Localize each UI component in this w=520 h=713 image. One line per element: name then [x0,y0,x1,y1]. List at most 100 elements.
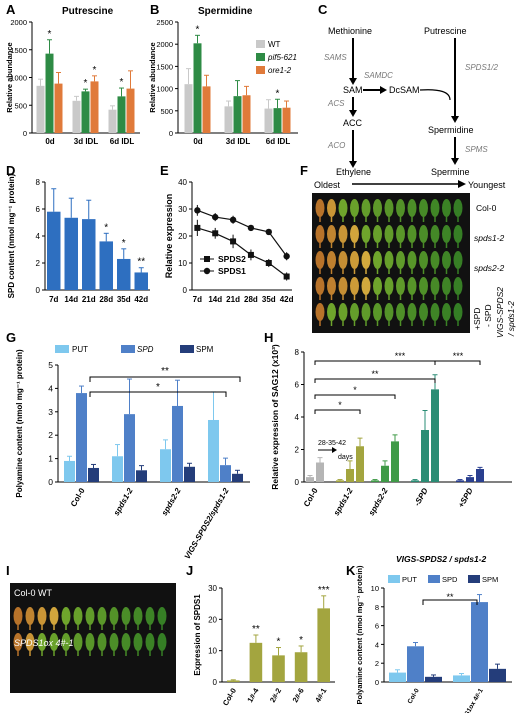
leaf [327,303,336,321]
row-label-col0: Col-0 [476,203,497,213]
leaf [442,199,451,217]
row-label-ox: SPDS1ox 4#-1 [14,638,74,648]
leaf [315,277,325,295]
leaf [61,633,71,651]
significance-star: * [104,222,108,233]
legend-swatch [428,575,440,583]
x-tick-label: 3d IDL [226,137,251,146]
y-tick-label: 5 [48,360,53,370]
x-tick-label: Col-0 [221,687,238,708]
bar [249,642,263,682]
bar [317,608,330,682]
x-tick-label: 21d [226,295,240,304]
leaf [97,633,107,651]
y-tick-label: 1500 [10,46,27,55]
arrow-head [380,86,387,94]
leaf [430,303,440,321]
y-tick-label: 1 [48,454,53,464]
x-tick-label: spds2-2 [160,486,183,517]
bar [224,106,233,133]
y-tick-label: 6 [36,205,41,214]
bar [371,480,379,482]
significance-bracket [89,391,227,397]
significance-star: * [276,88,280,99]
data-point [265,228,272,236]
bar [456,480,464,482]
legend-b-pif: pif5-621 [267,53,297,62]
leaf [338,277,348,295]
bar [64,217,78,290]
leaf [419,277,428,295]
leaf [338,199,348,217]
arrow-head [451,158,459,165]
bar [45,53,54,134]
x-tick-label: 28d [244,295,258,304]
bar [172,405,183,482]
leaf [373,225,382,243]
panel-letter-f: F [300,163,308,178]
y-tick-label: 6 [375,622,379,631]
arrow-head [451,116,459,123]
x-tick-label: 28d [99,295,113,304]
y-tick-label: 3 [48,407,53,417]
label-youngest: Youngest [468,180,506,190]
legend-g-put: PUT [72,345,88,354]
bar [88,467,99,482]
data-point [283,273,290,280]
leaf [315,225,325,243]
leaf [361,199,371,217]
bar [126,88,135,133]
y-tick-label: 0 [169,129,173,138]
significance-bracket [89,376,241,382]
node-methionine: Methionine [328,26,372,36]
leaf [109,607,119,625]
y-axis-label: Relative abundance [148,42,157,112]
bracket-label: ** [371,369,379,379]
data-point [230,238,237,245]
leaf [121,633,131,651]
enzyme-acs: ACS [327,99,345,108]
y-tick-label: 0 [213,678,218,687]
legend-swatch [256,40,265,48]
bar [453,675,470,682]
x-tick-label: 1#-4 [245,686,261,704]
bracket-label: * [338,400,342,410]
leaf [373,277,382,295]
y-tick-label: 30 [208,584,217,593]
x-tick-label: VIGS-SPDS2/spds1-2 [183,486,231,561]
leaf [361,277,371,295]
leaf [361,225,371,243]
leaf [442,225,451,243]
significance-star: * [48,29,52,40]
significance-bracket [314,378,436,383]
leaf [430,225,440,243]
enzyme-sams: SAMS [324,53,347,62]
legend-g-spm: SPM [196,345,214,354]
legend-label: SPDS1 [218,266,246,276]
panel-letter-b: B [150,2,159,17]
legend-swatch [256,66,265,74]
significance-bracket [314,394,396,399]
bracket-label: ** [161,366,169,377]
bar [112,456,123,482]
panel-letter-h: H [264,330,273,345]
y-tick-label: 10 [371,584,379,593]
bar [227,680,240,682]
significance-bracket [314,360,481,365]
enzyme-spds: SPDS1/2 [465,63,498,72]
node-dcsam: DcSAM [389,85,420,95]
y-tick-label: 8 [375,603,379,612]
leaf [133,633,143,651]
x-tick-label: 2#-6 [291,687,306,705]
y-tick-label: 2 [48,430,53,440]
bar [136,470,147,482]
bar [36,85,45,133]
legend-g-spd: SPD [137,345,154,354]
leaf [350,251,359,269]
y-tick-label: 2 [295,446,300,455]
data-point [247,224,255,232]
y-tick-label: 2000 [156,40,173,49]
legend-swatch [121,345,135,353]
data-point [194,207,201,214]
leaf [97,607,107,625]
